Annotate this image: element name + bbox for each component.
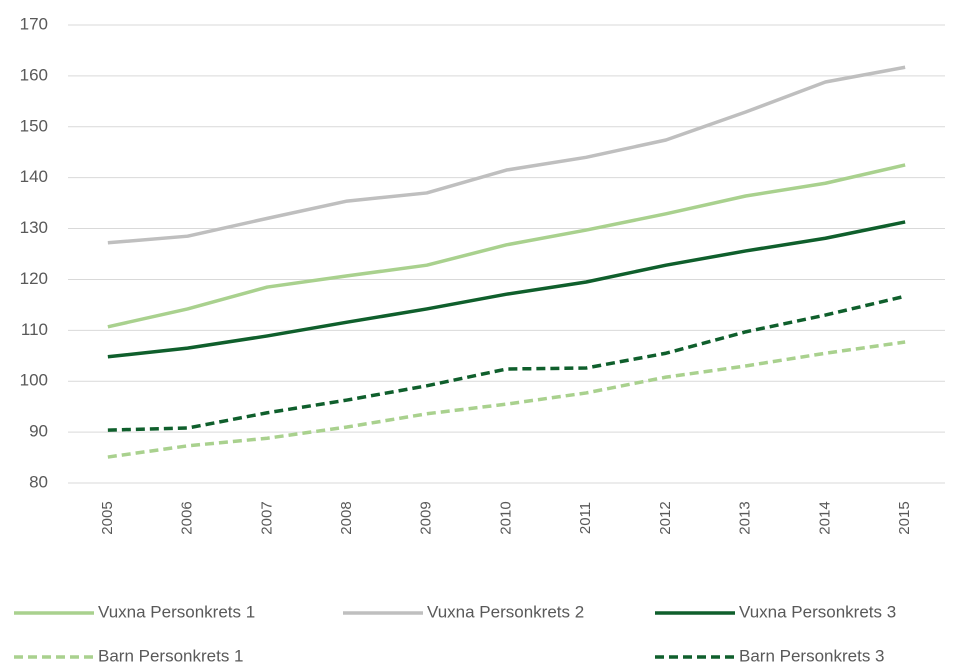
series-line — [107, 220, 906, 359]
x-tick-label: 2009 — [418, 501, 435, 534]
legend-label: Vuxna Personkrets 3 — [739, 602, 896, 621]
x-tick-label: 2005 — [99, 501, 116, 534]
x-tick-label: 2008 — [338, 501, 355, 534]
series-line — [107, 340, 906, 459]
x-tick-label: 2010 — [497, 501, 514, 534]
x-tick-label: 2007 — [258, 501, 275, 534]
y-tick-label: 160 — [20, 65, 48, 84]
y-tick-label: 120 — [20, 269, 48, 288]
y-tick-label: 150 — [20, 116, 48, 135]
legend-label: Vuxna Personkrets 1 — [98, 602, 255, 621]
legend-label: Vuxna Personkrets 2 — [427, 602, 584, 621]
x-tick-label: 2006 — [179, 501, 196, 534]
series-line — [107, 163, 906, 329]
series-line — [107, 65, 906, 245]
y-tick-label: 140 — [20, 167, 48, 186]
legend-label: Barn Personkrets 3 — [739, 646, 885, 665]
y-tick-label: 170 — [20, 14, 48, 33]
y-tick-label: 110 — [21, 320, 48, 339]
y-tick-label: 100 — [20, 371, 48, 390]
series-line — [107, 294, 906, 432]
legend-label: Barn Personkrets 1 — [98, 646, 244, 665]
x-tick-label: 2014 — [816, 501, 833, 534]
y-tick-label: 130 — [20, 218, 48, 237]
y-tick-label: 80 — [29, 472, 48, 491]
x-tick-label: 2011 — [577, 502, 594, 534]
x-tick-label: 2015 — [896, 501, 913, 534]
x-tick-label: 2012 — [657, 501, 674, 534]
x-tick-label: 2013 — [737, 501, 754, 534]
y-tick-label: 90 — [29, 422, 48, 441]
